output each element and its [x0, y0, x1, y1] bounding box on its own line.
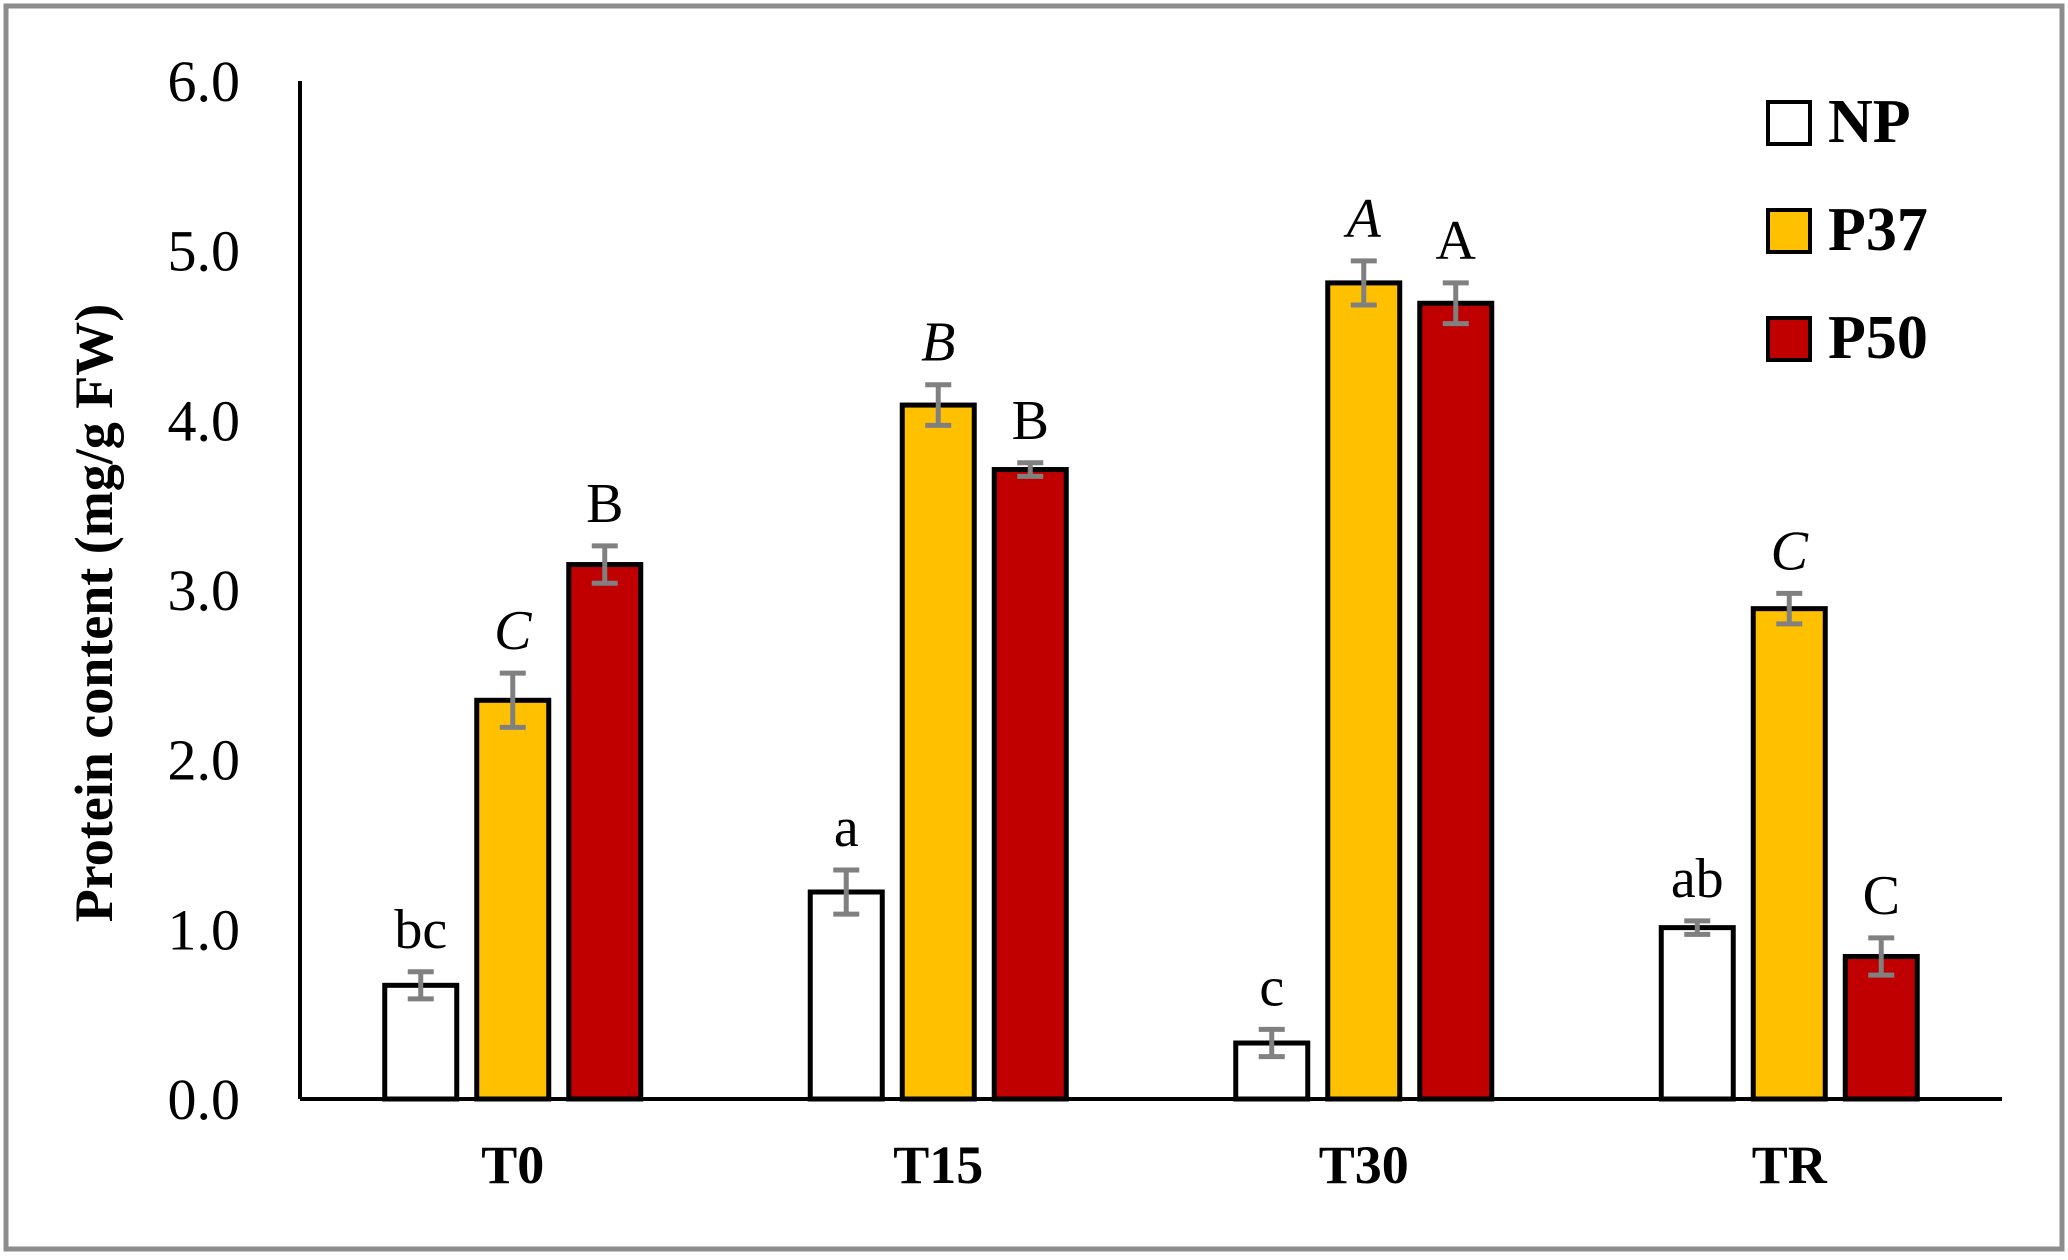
y-tick-label: 4.0: [168, 388, 241, 453]
y-tick-label: 3.0: [168, 558, 241, 623]
significance-label: C: [1771, 520, 1809, 582]
legend-swatch-p50: [1766, 316, 1812, 362]
significance-label: B: [921, 312, 955, 374]
x-category-label: TR: [1752, 1135, 1828, 1195]
bar-np-t15: [807, 889, 885, 1102]
significance-label: C: [1863, 865, 1900, 927]
significance-label: c: [1259, 956, 1284, 1018]
bar-np-tr: [1658, 925, 1736, 1102]
bar-p37-t15: [899, 402, 977, 1102]
legend-label-p37: P37: [1828, 196, 1928, 264]
bar-p37-tr: [1750, 606, 1828, 1102]
significance-label: bc: [394, 899, 447, 961]
legend-label-np: NP: [1828, 88, 1911, 156]
bar-p37-t0: [474, 697, 552, 1102]
legend-swatch-p37: [1766, 208, 1812, 254]
bar-p50-t30: [1417, 300, 1495, 1102]
y-tick-label: 5.0: [168, 219, 241, 284]
x-category-label: T30: [1319, 1135, 1409, 1195]
legend-label-p50: P50: [1828, 304, 1928, 372]
bar-p50-tr: [1842, 953, 1920, 1102]
significance-label: B: [1012, 390, 1049, 452]
bar-np-t0: [382, 982, 460, 1102]
y-tick-label: 1.0: [168, 897, 241, 962]
significance-label: ab: [1671, 848, 1724, 910]
x-category-label: T0: [481, 1135, 544, 1195]
y-tick-label: 2.0: [168, 728, 241, 793]
bar-p37-t30: [1325, 280, 1403, 1102]
significance-label: a: [834, 797, 859, 859]
significance-label: C: [494, 600, 532, 662]
y-axis-title: Protein content (mg/g FW): [64, 304, 124, 922]
y-tick-label: 6.0: [168, 49, 241, 114]
legend-swatch-np: [1766, 100, 1812, 146]
significance-label: A: [1436, 210, 1477, 272]
bar-p50-t0: [566, 562, 644, 1102]
bar-p50-t15: [991, 467, 1069, 1102]
legend: NP P37 P50: [1766, 88, 1928, 372]
significance-label: A: [1343, 188, 1382, 250]
significance-label: B: [586, 473, 623, 535]
y-tick-label: 0.0: [168, 1067, 241, 1132]
x-category-label: T15: [893, 1135, 983, 1195]
